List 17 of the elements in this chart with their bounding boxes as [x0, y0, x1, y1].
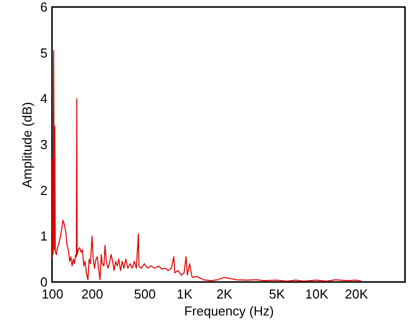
- x-tick-label: 200: [81, 286, 104, 302]
- y-tick-label: 4: [40, 91, 48, 106]
- y-tick-label: 1: [40, 228, 48, 244]
- x-axis-title: Frequency (Hz): [184, 304, 274, 318]
- y-tick-label: 6: [40, 0, 48, 14]
- x-tick-label: 10K: [305, 286, 329, 302]
- x-tick-label: 100: [42, 286, 64, 302]
- y-tick-label: 0: [40, 274, 48, 290]
- x-tick-label: 500: [134, 286, 156, 302]
- x-tick-label: 20K: [344, 286, 368, 302]
- y-tick-label: 2: [40, 182, 48, 198]
- y-axis-title: Amplitude (dB): [19, 102, 34, 188]
- y-tick-label: 5: [40, 45, 48, 60]
- x-tick-label: 2K: [216, 286, 233, 302]
- x-tick-label: 1K: [176, 286, 193, 302]
- y-tick-label: 3: [40, 137, 48, 152]
- x-tick-label: 5K: [268, 286, 286, 302]
